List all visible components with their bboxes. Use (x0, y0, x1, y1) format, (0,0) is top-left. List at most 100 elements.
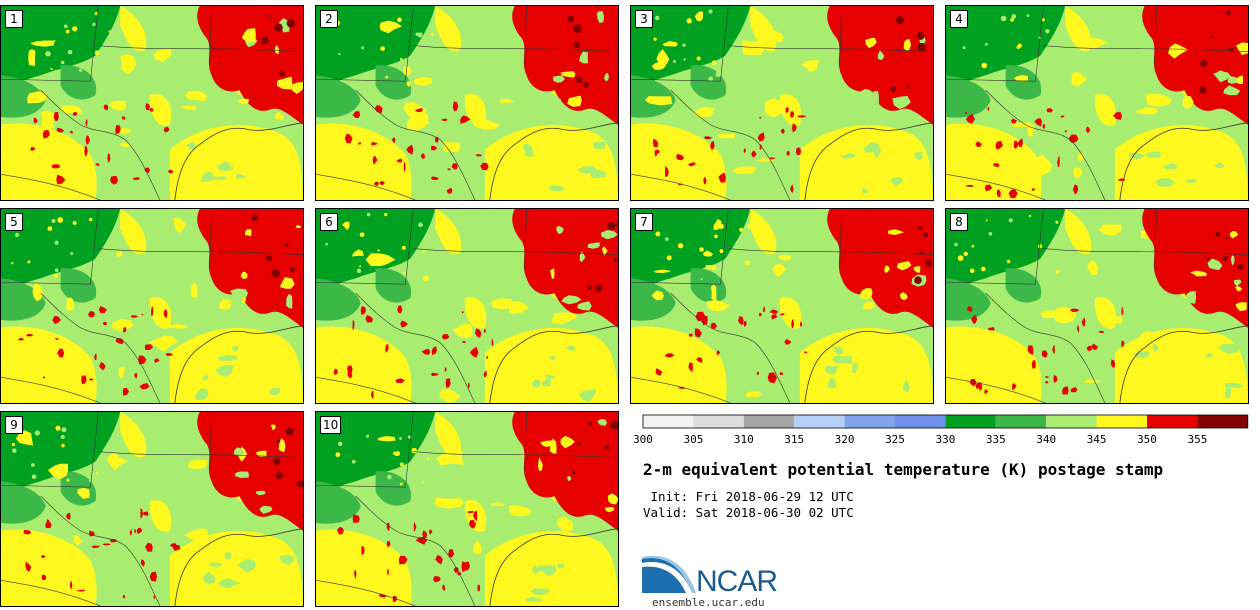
theta-e-355-plus-patch (290, 267, 296, 273)
theta-e-345-350-patch (377, 436, 396, 442)
theta-e-345-350-patch (1167, 43, 1188, 59)
theta-e-350-355-patch (1045, 381, 1049, 384)
colorbar-tick-label: 310 (734, 433, 754, 446)
state-border (98, 451, 303, 458)
state-border (524, 6, 527, 66)
theta-e-355-plus-patch (890, 85, 897, 92)
theta-e-345-350-patch (364, 551, 387, 559)
theta-e-340-345-patch (914, 151, 923, 161)
state-border (1, 6, 99, 82)
theta-e-355-plus-patch (285, 243, 289, 247)
theta-e-340-345-patch (549, 185, 565, 192)
theta-e-350-355-patch (370, 390, 374, 399)
theta-e-340-345-patch (1161, 163, 1177, 170)
theta-e-335-340-region (946, 75, 991, 118)
theta-e-350-355-patch (406, 144, 414, 155)
theta-e-350-355-patch (414, 108, 423, 113)
theta-e-340-345-patch (1128, 152, 1146, 160)
theta-e-345-350-region (1, 529, 97, 606)
colorbar-segment (794, 415, 845, 428)
theta-e-345-350-patch (702, 250, 713, 257)
theta-e-map (316, 6, 618, 200)
theta-e-350-355-patch (792, 123, 797, 133)
theta-e-350-355-patch (102, 321, 107, 326)
theta-e-350-355-patch (664, 166, 669, 178)
theta-e-345-350-patch (77, 487, 90, 499)
theta-e-350-355-patch (762, 306, 766, 313)
theta-e-350-355-region (827, 6, 933, 125)
theta-e-345-350-region (631, 326, 727, 403)
theta-e-350-355-patch (88, 311, 96, 318)
theta-e-350-355-patch (69, 130, 73, 134)
theta-e-345-350-patch (1139, 331, 1153, 343)
theta-e-335-340-region (1005, 268, 1042, 303)
theta-e-350-355-patch (140, 559, 145, 567)
theta-e-340-345-patch (280, 554, 295, 565)
theta-e-355-plus-patch (265, 255, 272, 262)
theta-e-345-350-patch (1084, 379, 1104, 383)
theta-e-350-355-patch (743, 321, 747, 327)
theta-e-355-plus-patch (279, 70, 285, 77)
theta-e-350-355-patch (1070, 387, 1078, 393)
theta-e-340-345-patch (237, 559, 257, 573)
theta-e-350-355-patch (56, 127, 65, 133)
theta-e-345-350-patch (256, 490, 266, 496)
colorbar-segment (1197, 415, 1248, 428)
colorbar-tick-label: 300 (633, 433, 653, 446)
theta-e-350-355-patch (84, 146, 88, 157)
theta-e-355-plus-patch (571, 470, 576, 475)
theta-e-350-355-patch (1031, 188, 1036, 191)
theta-e-345-350-region (316, 529, 412, 606)
theta-e-350-355-patch (1008, 189, 1018, 199)
theta-e-350-355-patch (1017, 138, 1023, 148)
theta-e-350-355-patch (400, 320, 408, 328)
theta-e-350-355-patch (374, 181, 379, 186)
theta-e-345-350-patch (490, 502, 506, 507)
theta-e-345-350-patch (351, 249, 364, 257)
theta-e-350-355-patch (122, 388, 130, 396)
theta-e-350-355-patch (163, 126, 170, 133)
theta-e-345-350-patch (1186, 290, 1197, 304)
theta-e-340-345-patch (1224, 387, 1232, 400)
theta-e-335-340-region (631, 278, 676, 321)
coastline (174, 528, 303, 606)
theta-e-350-355-patch (107, 153, 111, 163)
theta-e-map (631, 209, 933, 403)
theta-e-350-355-patch (144, 344, 154, 351)
theta-e-355-plus-patch (1211, 35, 1215, 39)
state-border (355, 495, 476, 606)
theta-e-345-350-patch (1172, 143, 1196, 162)
theta-e-350-355-patch (796, 115, 807, 118)
theta-e-350-355-patch (467, 382, 470, 389)
theta-e-350-355-patch (779, 313, 785, 316)
theta-e-350-355-patch (1085, 126, 1091, 133)
theta-e-340-345-patch (208, 562, 223, 567)
theta-e-350-355-patch (56, 174, 66, 185)
state-border (40, 89, 161, 200)
theta-e-350-355-patch (770, 309, 778, 315)
theta-e-345-350-patch (30, 40, 56, 47)
theta-e-350-355-patch (694, 328, 702, 338)
theta-e-340-345-patch (861, 188, 869, 194)
theta-e-345-350-patch (223, 95, 231, 102)
theta-e-340-345-patch (544, 374, 556, 379)
state-border (946, 209, 1044, 285)
theta-e-350-355-patch (965, 113, 976, 124)
theta-e-345-350-patch (604, 506, 615, 513)
member-number-label: 3 (635, 10, 653, 28)
theta-e-350-355-patch (54, 337, 59, 340)
theta-e-350-355-patch (94, 353, 97, 361)
theta-e-345-350-patch (1135, 382, 1145, 398)
theta-e-350-355-patch (395, 378, 405, 384)
theta-e-345-350-patch (60, 105, 83, 114)
theta-e-355-plus-patch (607, 222, 616, 230)
colorbar-segment (743, 415, 795, 428)
theta-e-340-345-patch (200, 171, 214, 182)
theta-e-345-350-region (1094, 94, 1117, 126)
theta-e-345-350-patch (807, 355, 814, 369)
theta-e-350-355-patch (965, 184, 974, 187)
theta-e-345-350-patch (801, 59, 819, 73)
theta-e-345-350-patch (17, 331, 38, 344)
theta-e-350-355-patch (1060, 115, 1065, 118)
theta-e-350-355-patch (984, 389, 989, 395)
